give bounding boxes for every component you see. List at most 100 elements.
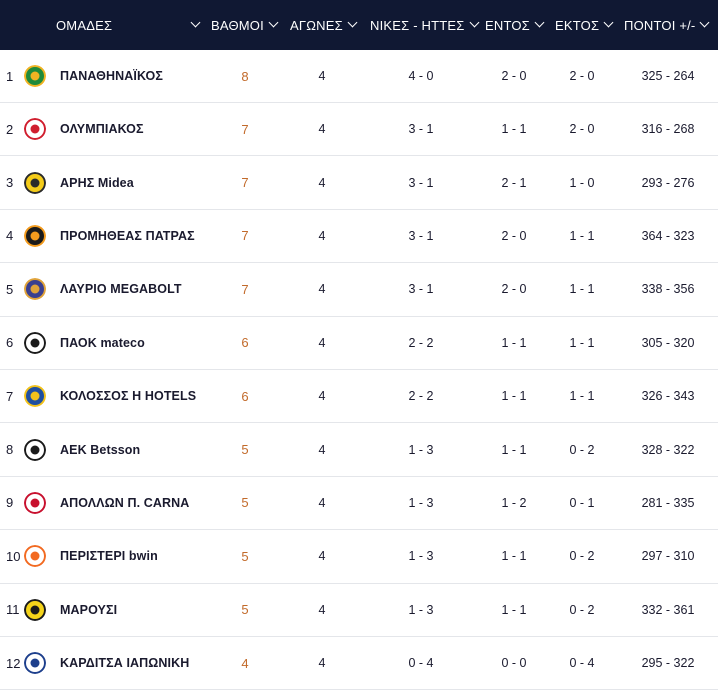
home-record: 2 - 0 — [501, 69, 527, 83]
team-name[interactable]: ΛΑΥΡΙΟ MEGABOLT — [60, 282, 182, 297]
position-number: 1 — [6, 68, 14, 84]
team-logo[interactable] — [22, 637, 48, 689]
table-row[interactable]: 10 ΠΕΡΙΣΤΕΡΙ bwin 5 4 1 - 3 1 - 1 0 - 2 … — [0, 530, 718, 584]
col-away-header[interactable]: ΕΚΤΟΣ — [555, 0, 614, 50]
games-played: 4 — [318, 389, 326, 404]
table-body: 1 ΠΑΝΑΘΗΝΑΪΚΟΣ 8 4 4 - 0 2 - 0 2 - 0 325… — [0, 50, 718, 691]
position-number: 12 — [6, 655, 21, 671]
position-number: 4 — [6, 228, 14, 244]
col-games-header[interactable]: ΑΓΩΝΕΣ — [290, 0, 358, 50]
team-name[interactable]: ΟΛΥΜΠΙΑΚΟΣ — [60, 122, 144, 137]
chevron-down-icon — [603, 17, 614, 28]
games-played: 4 — [318, 122, 326, 137]
aek-logo — [24, 438, 46, 461]
table-row[interactable]: 4 ΠΡΟΜΗΘΕΑΣ ΠΑΤΡΑΣ 7 4 3 - 1 2 - 0 1 - 1… — [0, 210, 718, 264]
team-name[interactable]: ΚΑΡΔΙΤΣΑ ΙΑΠΩΝΙΚΗ — [60, 656, 190, 671]
away-record: 1 - 1 — [569, 335, 595, 350]
position-number: 8 — [6, 442, 14, 458]
table-row[interactable]: 6 ΠΑΟΚ mateco 6 4 2 - 2 1 - 1 1 - 1 305 … — [0, 317, 718, 370]
home-record: 2 - 0 — [501, 228, 527, 243]
table-row[interactable]: 12 ΚΑΡΔΙΤΣΑ ΙΑΠΩΝΙΚΗ 4 4 0 - 4 0 - 0 0 -… — [0, 637, 718, 691]
team-points: 4 — [241, 655, 249, 671]
team-logo[interactable] — [22, 370, 48, 422]
away-record: 1 - 1 — [569, 228, 595, 243]
table-row[interactable]: 5 ΛΑΥΡΙΟ MEGABOLT 7 4 3 - 1 2 - 0 1 - 1 … — [0, 263, 718, 317]
table-header: ΟΜΑΔΕΣ ΒΑΘΜΟΙ ΑΓΩΝΕΣ ΝΙΚΕΣ - ΗΤΤΕΣ ΕΝΤΟΣ… — [0, 0, 718, 50]
col-wl-header[interactable]: ΝΙΚΕΣ - ΗΤΤΕΣ — [370, 0, 479, 50]
team-logo[interactable] — [22, 530, 48, 582]
col-score-header[interactable]: ΠΟΝΤΟΙ +/- — [624, 0, 710, 50]
position-number: 11 — [6, 602, 20, 618]
team-logo[interactable] — [22, 156, 48, 208]
team-points: 7 — [241, 175, 249, 191]
team-logo[interactable] — [22, 263, 48, 315]
peristeri-logo — [24, 545, 46, 568]
chevron-down-icon — [534, 17, 545, 28]
points-diff: 293 - 276 — [641, 175, 695, 190]
away-record: 2 - 0 — [569, 69, 595, 83]
table-row[interactable]: 8 ΑΕΚ Betsson 5 4 1 - 3 1 - 1 0 - 2 328 … — [0, 423, 718, 477]
chevron-down-icon — [190, 17, 201, 28]
table-row[interactable]: 2 ΟΛΥΜΠΙΑΚΟΣ 7 4 3 - 1 1 - 1 2 - 0 316 -… — [0, 103, 718, 157]
apollon-logo — [24, 491, 46, 514]
wins-losses: 4 - 0 — [408, 69, 434, 83]
team-logo[interactable] — [22, 210, 48, 262]
team-logo[interactable] — [22, 423, 48, 475]
wins-losses: 2 - 2 — [408, 389, 434, 404]
position-number: 9 — [6, 495, 14, 511]
away-record: 2 - 0 — [569, 122, 595, 137]
away-record: 1 - 1 — [569, 282, 595, 297]
wins-losses: 1 - 3 — [408, 442, 434, 457]
olympiacos-logo — [24, 118, 46, 141]
marousi-logo — [24, 598, 46, 621]
home-record: 1 - 1 — [501, 389, 527, 404]
chevron-down-icon — [347, 17, 358, 28]
col-teams-header[interactable]: ΟΜΑΔΕΣ — [56, 17, 113, 33]
table-row[interactable]: 11 ΜΑΡΟΥΣΙ 5 4 1 - 3 1 - 1 0 - 2 332 - 3… — [0, 584, 718, 637]
paok-logo — [24, 331, 46, 354]
table-row[interactable]: 9 ΑΠΟΛΛΩΝ Π. CARNA 5 4 1 - 3 1 - 2 0 - 1… — [0, 477, 718, 531]
team-name[interactable]: ΑΕΚ Betsson — [60, 442, 141, 457]
col-points-header[interactable]: ΒΑΘΜΟΙ — [211, 0, 279, 50]
table-row[interactable]: 7 ΚΟΛΟΣΣΟΣ Η HOTELS 6 4 2 - 2 1 - 1 1 - … — [0, 370, 718, 424]
team-name[interactable]: ΑΡΗΣ Midea — [60, 175, 134, 190]
team-name[interactable]: ΜΑΡΟΥΣΙ — [60, 602, 118, 617]
promitheas-logo — [24, 224, 46, 247]
karditsa-logo — [24, 652, 46, 675]
games-played: 4 — [318, 549, 326, 564]
table-row[interactable]: 1 ΠΑΝΑΘΗΝΑΪΚΟΣ 8 4 4 - 0 2 - 0 2 - 0 325… — [0, 50, 718, 103]
team-name[interactable]: ΚΟΛΟΣΣΟΣ Η HOTELS — [60, 389, 197, 404]
points-diff: 281 - 335 — [641, 495, 695, 510]
position-number: 5 — [6, 281, 14, 297]
team-logo[interactable] — [22, 50, 48, 102]
points-diff: 364 - 323 — [641, 228, 695, 243]
team-logo[interactable] — [22, 477, 48, 529]
team-name[interactable]: ΠΡΟΜΗΘΕΑΣ ΠΑΤΡΑΣ — [60, 228, 195, 243]
team-points: 5 — [241, 495, 249, 511]
team-name[interactable]: ΠΕΡΙΣΤΕΡΙ bwin — [60, 549, 158, 564]
games-played: 4 — [318, 282, 326, 297]
team-logo[interactable] — [22, 317, 48, 369]
team-name[interactable]: ΠΑΟΚ mateco — [60, 335, 145, 350]
team-logo[interactable] — [22, 584, 48, 636]
home-record: 1 - 2 — [501, 495, 527, 510]
games-played: 4 — [318, 69, 326, 83]
home-record: 1 - 1 — [501, 549, 527, 564]
teams-sort-toggle[interactable] — [186, 0, 201, 50]
points-diff: 316 - 268 — [641, 122, 695, 137]
position-number: 3 — [6, 175, 14, 191]
points-diff: 295 - 322 — [641, 656, 695, 671]
col-home-header[interactable]: ΕΝΤΟΣ — [485, 0, 545, 50]
home-record: 1 - 1 — [501, 335, 527, 350]
table-row[interactable]: 3 ΑΡΗΣ Midea 7 4 3 - 1 2 - 1 1 - 0 293 -… — [0, 156, 718, 210]
wins-losses: 3 - 1 — [408, 175, 434, 190]
aris-logo — [24, 171, 46, 194]
team-points: 5 — [241, 548, 249, 564]
team-name[interactable]: ΑΠΟΛΛΩΝ Π. CARNA — [60, 495, 190, 510]
lavrio-logo — [24, 278, 46, 301]
team-name[interactable]: ΠΑΝΑΘΗΝΑΪΚΟΣ — [60, 69, 163, 83]
wins-losses: 1 - 3 — [408, 602, 434, 617]
team-logo[interactable] — [22, 103, 48, 155]
points-diff: 305 - 320 — [641, 335, 695, 350]
